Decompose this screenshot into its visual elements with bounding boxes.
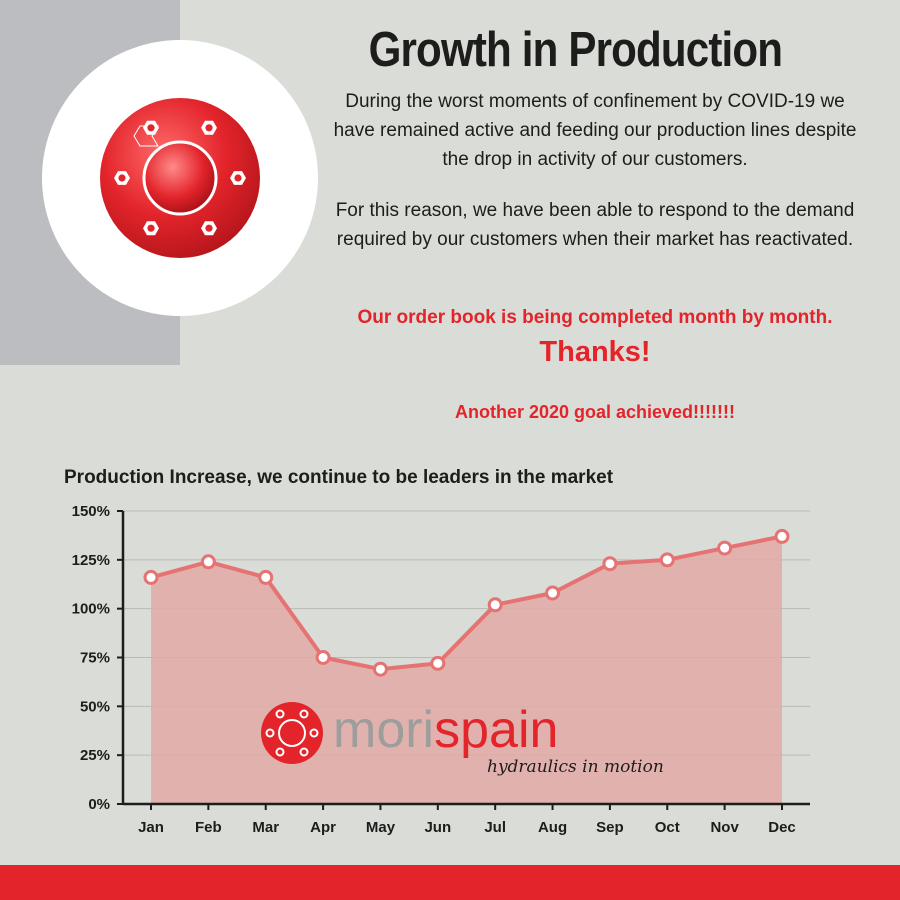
y-tick-label: 100% (72, 601, 110, 618)
logo-nut-hole (118, 174, 126, 182)
order-book-text: Our order book is being completed month … (357, 307, 833, 328)
y-tick-label: 0% (88, 796, 110, 813)
x-tick-label: Dec (768, 819, 796, 836)
logo-nut-hole (205, 224, 213, 232)
x-tick-label: Sep (596, 819, 624, 836)
page-title: Growth in Production (368, 23, 783, 77)
response-paragraph: For this reason, we have been able to re… (335, 200, 855, 250)
x-tick-label: Mar (252, 819, 279, 836)
brand-name: morispain (333, 701, 558, 759)
area-fill (151, 536, 782, 804)
y-tick-label: 75% (80, 650, 110, 667)
data-point (315, 650, 331, 665)
intro-paragraph: During the worst moments of confinement … (333, 91, 857, 170)
data-point (602, 556, 618, 572)
data-point (258, 569, 274, 585)
footer-red-bar (0, 865, 900, 900)
logo-nut-hole (147, 124, 155, 132)
x-tick-label: May (366, 819, 396, 836)
thanks-text: Thanks! (539, 336, 651, 368)
x-tick-label: Jul (484, 819, 506, 836)
logo-nut-hole (205, 124, 213, 132)
flange-logo-icon (100, 98, 260, 258)
data-point (659, 552, 675, 568)
x-tick-label: Feb (195, 819, 222, 836)
goal-text: Another 2020 goal achieved!!!!!!! (454, 402, 736, 422)
data-point (774, 528, 790, 544)
data-point (545, 585, 561, 601)
logo-nut-hole (234, 174, 242, 182)
data-point (487, 597, 503, 613)
x-tick-label: Jun (424, 819, 451, 836)
y-tick-label: 150% (72, 503, 110, 520)
x-tick-label: Aug (538, 819, 567, 836)
data-point (143, 569, 159, 585)
logo-circle (42, 40, 318, 316)
logo-nut-hole (147, 224, 155, 232)
morispain-logo-icon (261, 702, 323, 764)
y-tick-label: 125% (72, 552, 110, 569)
x-tick-label: Jan (138, 819, 164, 836)
y-tick-label: 50% (80, 698, 110, 715)
data-point (717, 540, 733, 556)
x-tick-label: Oct (655, 819, 680, 836)
x-tick-label: Nov (710, 819, 739, 836)
data-point (430, 655, 446, 671)
morispain-watermark: morispain hydraulics in motion (261, 701, 664, 777)
data-point (200, 554, 216, 570)
production-chart: morispain hydraulics in motion 0% 25% 50% 7… (72, 503, 810, 836)
brand-tagline: hydraulics in motion (487, 757, 664, 777)
y-tick-label: 25% (80, 747, 110, 764)
chart-title: Production Increase, we continue to be l… (64, 467, 614, 488)
series-line (150, 534, 783, 672)
x-tick-label: Apr (310, 819, 336, 836)
data-point (372, 661, 388, 677)
